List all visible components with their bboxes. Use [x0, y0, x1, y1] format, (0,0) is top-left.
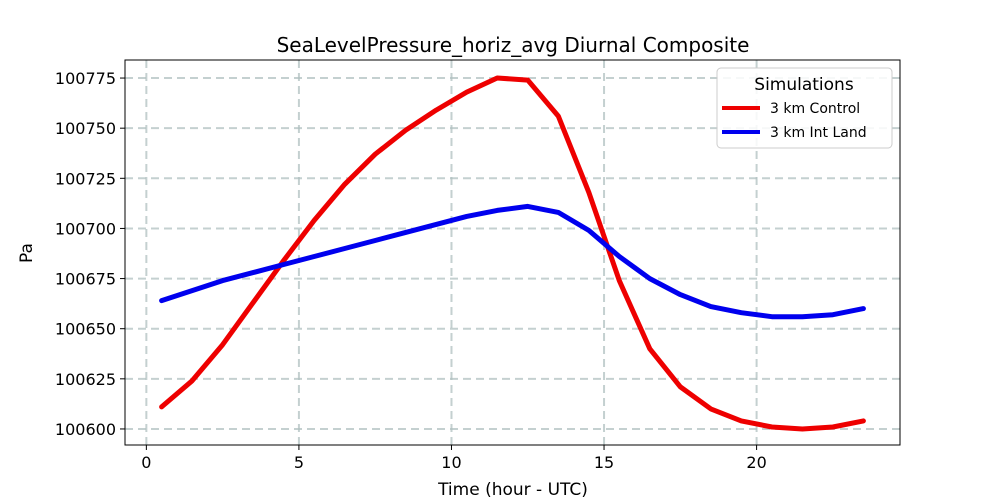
y-tick-label: 100600 — [55, 420, 116, 439]
legend: Simulations 3 km Control 3 km Int Land — [716, 67, 893, 149]
x-tick-label: 5 — [294, 453, 304, 472]
y-tick-label: 100775 — [55, 69, 116, 88]
x-tick-label: 20 — [746, 453, 766, 472]
x-tick-label: 0 — [141, 453, 151, 472]
x-ticks: 0 5 10 15 20 — [141, 445, 767, 472]
legend-title: Simulations — [754, 75, 854, 95]
x-tick-label: 15 — [594, 453, 614, 472]
y-tick-label: 100700 — [55, 219, 116, 238]
y-tick-label: 100650 — [55, 320, 116, 339]
y-tick-label: 100675 — [55, 270, 116, 289]
chart-title: SeaLevelPressure_horiz_avg Diurnal Compo… — [277, 33, 750, 57]
series-layer — [159, 75, 866, 432]
series-line-int-land — [159, 203, 866, 320]
y-axis-label: Pa — [17, 243, 37, 263]
legend-box — [716, 67, 893, 149]
y-tick-label: 100725 — [55, 169, 116, 188]
plot-frame — [124, 59, 901, 446]
legend-label-int-land: 3 km Int Land — [770, 125, 867, 141]
y-tick-label: 100750 — [55, 119, 116, 138]
y-tick-label: 100625 — [55, 370, 116, 389]
x-tick-label: 10 — [441, 453, 461, 472]
legend-label-control: 3 km Control — [770, 101, 860, 117]
x-axis-label: Time (hour - UTC) — [437, 480, 588, 500]
y-ticks: 100600 100625 100650 100675 100700 100725 1007… — [55, 69, 125, 439]
